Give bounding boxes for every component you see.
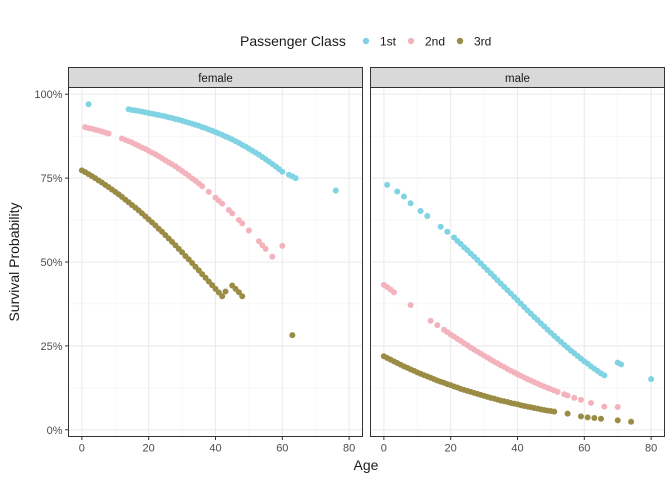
point-female-2nd <box>239 220 246 227</box>
x-tick-label: 20 <box>143 443 155 455</box>
legend-label-3rd: 3rd <box>474 35 491 49</box>
point-male-2nd <box>601 403 608 410</box>
point-male-1st <box>648 376 655 383</box>
point-female-3rd <box>289 332 296 339</box>
x-tick-label: 0 <box>381 443 387 455</box>
facet-strip-label: female <box>198 73 233 85</box>
legend-title: Passenger Class <box>240 33 346 49</box>
point-female-1st <box>279 168 286 175</box>
point-female-2nd <box>269 253 276 260</box>
legend-label-2nd: 2nd <box>425 35 445 49</box>
point-male-3rd <box>584 414 591 421</box>
point-male-3rd <box>614 417 621 424</box>
legend-key-3rd <box>456 37 464 45</box>
y-tick-label: 75% <box>40 173 62 185</box>
y-tick-label: 50% <box>40 257 62 269</box>
point-male-1st <box>384 181 391 188</box>
point-female-3rd <box>222 288 229 295</box>
point-male-3rd <box>577 413 584 420</box>
facet-panel-male: male 0 20 40 60 80 <box>370 67 665 455</box>
point-male-2nd <box>407 301 414 308</box>
point-male-2nd <box>571 394 578 401</box>
point-male-3rd <box>591 415 598 422</box>
point-male-3rd <box>628 418 635 425</box>
point-female-2nd <box>262 245 269 252</box>
point-female-1st <box>332 187 339 194</box>
point-male-2nd <box>577 396 584 403</box>
point-male-2nd <box>614 403 621 410</box>
point-female-2nd <box>219 200 226 207</box>
point-female-2nd <box>229 210 236 217</box>
x-tick-label: 20 <box>445 443 457 455</box>
y-tick-label: 25% <box>40 341 62 353</box>
point-male-1st <box>444 228 451 235</box>
point-female-2nd <box>279 242 286 249</box>
point-male-2nd <box>427 317 434 324</box>
y-tick-label: 100% <box>34 89 62 101</box>
point-female-3rd <box>235 289 242 296</box>
point-female-2nd <box>205 188 212 195</box>
x-tick-label: 60 <box>578 443 590 455</box>
x-tick-label: 80 <box>645 443 657 455</box>
legend-key-2nd <box>407 37 415 45</box>
point-male-1st <box>424 213 431 220</box>
point-female-2nd <box>255 238 262 245</box>
y-axis-title: Survival Probability <box>6 202 22 321</box>
point-male-1st <box>394 188 401 195</box>
point-male-2nd <box>434 322 441 329</box>
facet-strip-label: male <box>505 73 530 85</box>
point-male-2nd <box>554 388 561 395</box>
point-male-2nd <box>588 399 594 406</box>
point-male-1st <box>618 361 625 368</box>
point-female-2nd <box>105 130 112 137</box>
point-male-1st <box>437 223 444 230</box>
x-tick-label: 60 <box>276 443 288 455</box>
x-tick-label: 80 <box>343 443 355 455</box>
x-axis-title: Age <box>354 457 379 473</box>
point-male-2nd <box>390 289 397 296</box>
facet-panel-female: female 0 20 40 60 80 <box>68 67 363 455</box>
x-tick-label: 40 <box>209 443 221 455</box>
x-tick-label: 0 <box>79 443 85 455</box>
x-tick-label: 40 <box>511 443 523 455</box>
legend: Passenger Class 1st 2nd 3rd <box>240 33 491 49</box>
point-male-3rd <box>598 415 605 422</box>
point-male-1st <box>601 372 608 379</box>
point-female-3rd <box>239 293 246 300</box>
point-male-1st <box>400 193 407 200</box>
legend-key-1st <box>362 37 370 45</box>
point-male-2nd <box>564 392 571 399</box>
point-male-1st <box>407 200 414 207</box>
point-female-1st <box>85 101 92 108</box>
legend-label-1st: 1st <box>380 35 397 49</box>
point-male-3rd <box>564 410 571 417</box>
point-male-1st <box>417 207 424 214</box>
point-female-3rd <box>219 293 226 300</box>
y-tick-label: 0% <box>47 425 63 437</box>
y-axis: 0% 25% 50% 75% 100% <box>34 89 69 437</box>
point-female-2nd <box>199 183 206 190</box>
point-female-1st <box>292 175 299 182</box>
point-female-2nd <box>245 227 252 234</box>
point-male-3rd <box>551 408 558 415</box>
